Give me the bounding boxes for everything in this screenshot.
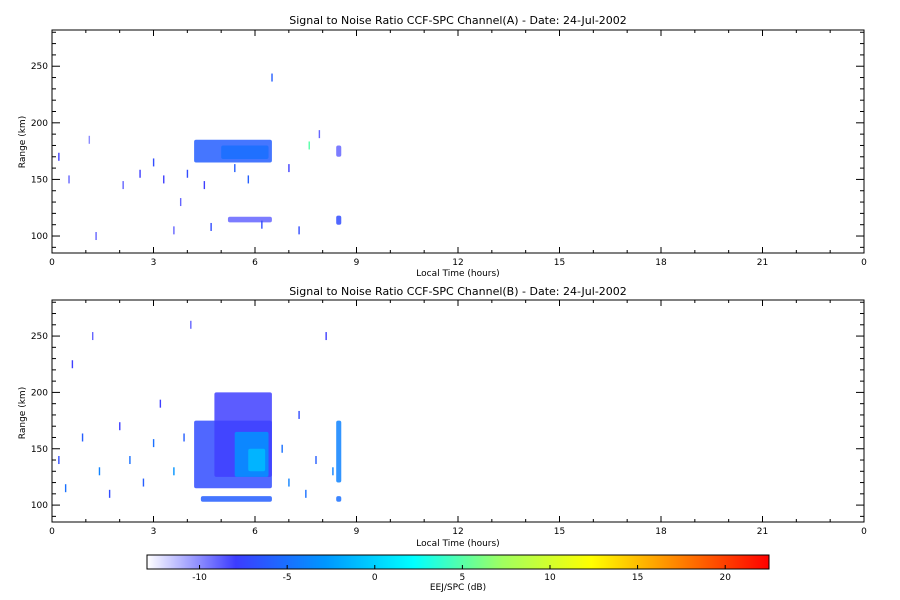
- x-tick-label: 3: [151, 258, 157, 268]
- panel-channel-a: Signal to Noise Ratio CCF-SPC Channel(A)…: [18, 14, 867, 279]
- y-tick-label: 150: [31, 175, 48, 185]
- panel-a-x-axis-label: Local Time (hours): [416, 269, 499, 279]
- colorbar-label: EEJ/SPC (dB): [430, 583, 486, 593]
- snr-region: [221, 145, 269, 160]
- snr-point: [98, 467, 101, 476]
- snr-point: [298, 410, 300, 419]
- snr-point: [203, 181, 206, 190]
- x-tick-label: 21: [757, 258, 768, 268]
- plot-frame: [51, 299, 865, 523]
- x-tick-label: 0: [49, 527, 55, 537]
- snr-point: [68, 175, 70, 184]
- snr-region: [227, 216, 272, 223]
- panel-b-y-axis-label: Range (km): [18, 387, 28, 439]
- snr-point: [58, 152, 60, 161]
- snr-point: [247, 175, 250, 184]
- snr-point: [318, 130, 321, 139]
- snr-point: [95, 232, 97, 241]
- y-tick-label: 250: [31, 332, 48, 342]
- panel-a-y-axis-label: Range (km): [18, 116, 28, 168]
- snr-point: [152, 439, 155, 448]
- colorbar-tick-label: 5: [460, 573, 466, 583]
- snr-point: [139, 169, 141, 178]
- snr-point: [288, 478, 290, 487]
- snr-region: [200, 496, 272, 502]
- y-tick-label: 100: [31, 232, 48, 242]
- panel-b-title: Signal to Noise Ratio CCF-SPC Channel(B)…: [289, 285, 627, 298]
- x-tick-label: 12: [452, 258, 463, 268]
- x-tick-label: 0: [861, 527, 867, 537]
- snr-point: [58, 456, 60, 465]
- plot-frame: [51, 29, 865, 254]
- snr-point: [119, 422, 121, 431]
- snr-point: [305, 489, 307, 498]
- x-tick-label: 3: [151, 527, 157, 537]
- snr-point: [281, 444, 283, 453]
- x-tick-label: 0: [861, 258, 867, 268]
- x-tick-label: 9: [354, 527, 360, 537]
- colorbar: EEJ/SPC (dB) -10 -5 0 5 10 15 20: [146, 554, 770, 593]
- x-tick-label: 12: [452, 527, 463, 537]
- panel-channel-b: Signal to Noise Ratio CCF-SPC Channel(B)…: [18, 285, 867, 549]
- colorbar-bar: [146, 554, 770, 570]
- x-tick-label: 15: [554, 258, 565, 268]
- snr-point: [152, 158, 155, 167]
- colorbar-tick-label: -10: [192, 573, 207, 583]
- snr-point: [142, 478, 145, 487]
- snr-point: [210, 222, 212, 231]
- snr-point: [173, 467, 175, 476]
- snr-point: [159, 399, 162, 408]
- x-tick-label: 6: [252, 527, 258, 537]
- snr-point: [183, 433, 185, 442]
- snr-point: [234, 164, 236, 173]
- snr-point: [288, 164, 290, 173]
- x-tick-label: 15: [554, 527, 565, 537]
- x-tick-label: 6: [252, 258, 258, 268]
- snr-region: [336, 496, 342, 502]
- snr-point: [92, 332, 94, 341]
- snr-point: [271, 73, 273, 82]
- snr-region: [336, 145, 342, 157]
- y-tick-label: 100: [31, 501, 48, 511]
- snr-region: [336, 420, 342, 483]
- snr-point: [186, 169, 189, 178]
- snr-point: [81, 433, 84, 442]
- y-tick-label: 200: [31, 388, 48, 398]
- y-tick-label: 250: [31, 62, 48, 72]
- x-tick-label: 0: [49, 258, 55, 268]
- snr-point: [163, 175, 165, 184]
- snr-point: [315, 456, 317, 465]
- snr-point: [129, 456, 131, 465]
- snr-point: [64, 484, 67, 493]
- snr-point: [179, 198, 182, 207]
- colorbar-tick-label: 15: [632, 573, 643, 583]
- snr-region: [248, 448, 266, 472]
- colorbar-tick-label: 0: [372, 573, 378, 583]
- snr-point: [308, 141, 310, 150]
- panel-a-title: Signal to Noise Ratio CCF-SPC Channel(A)…: [289, 14, 627, 27]
- snr-point: [173, 226, 175, 235]
- panel-b-x-axis-label: Local Time (hours): [416, 539, 499, 549]
- snr-region: [336, 215, 342, 225]
- snr-point: [88, 135, 91, 144]
- snr-point: [325, 332, 327, 341]
- y-tick-label: 150: [31, 445, 48, 455]
- colorbar-tick-label: 10: [544, 573, 556, 583]
- colorbar-tick-label: 20: [719, 573, 731, 583]
- snr-point: [122, 181, 124, 190]
- colorbar-tick-label: -5: [283, 573, 292, 583]
- x-tick-label: 9: [354, 258, 360, 268]
- snr-point: [298, 226, 300, 235]
- x-tick-label: 18: [655, 527, 667, 537]
- snr-point: [71, 360, 74, 369]
- y-tick-label: 200: [31, 119, 48, 129]
- snr-point: [261, 220, 263, 229]
- snr-point: [108, 489, 111, 498]
- x-tick-label: 18: [655, 258, 667, 268]
- snr-point: [332, 467, 334, 476]
- snr-point: [190, 320, 192, 329]
- x-tick-label: 21: [757, 527, 768, 537]
